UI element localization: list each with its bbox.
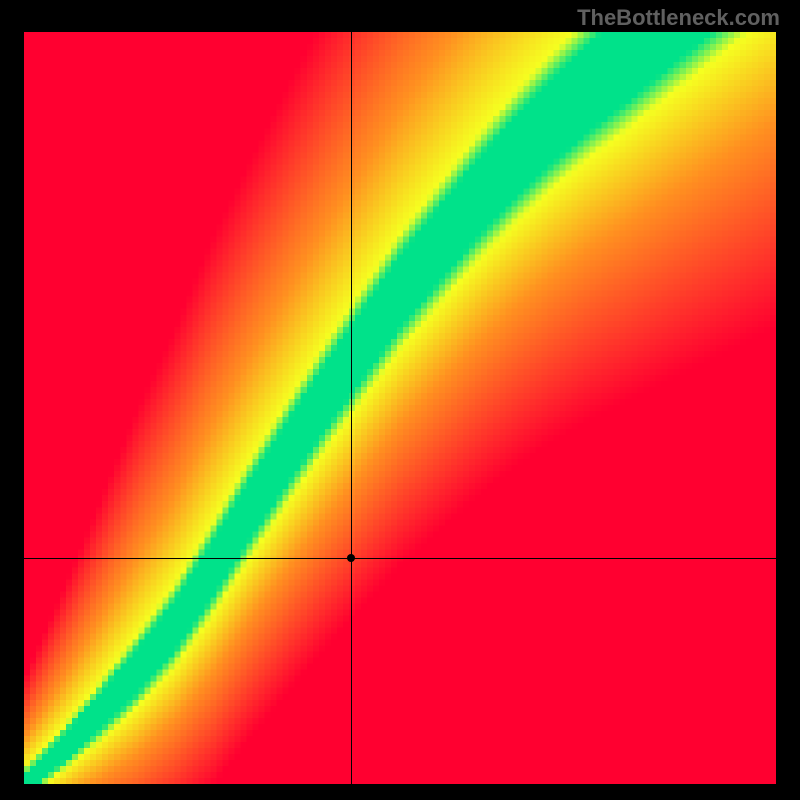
watermark-text: TheBottleneck.com — [577, 5, 780, 31]
selection-point — [347, 554, 355, 562]
bottleneck-heatmap — [24, 32, 776, 784]
crosshair-vertical — [351, 32, 352, 784]
chart-container: TheBottleneck.com — [0, 0, 800, 800]
crosshair-horizontal — [24, 558, 776, 559]
